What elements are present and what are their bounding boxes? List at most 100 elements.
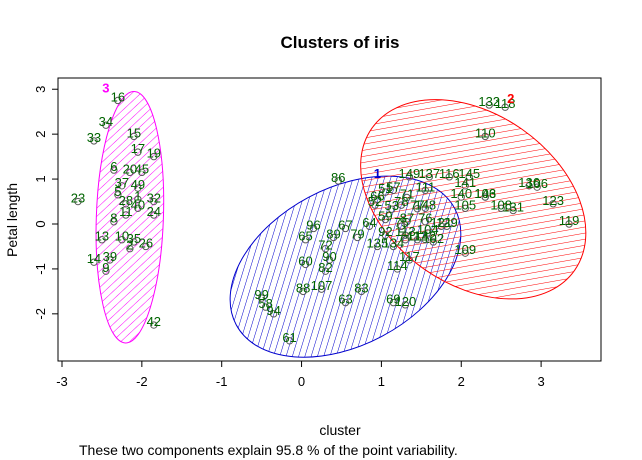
point-label: 1: [134, 188, 141, 203]
point-marker: [106, 256, 114, 264]
point-label: 20: [123, 161, 137, 176]
point-marker: [481, 193, 489, 201]
point-marker: [98, 236, 106, 244]
x-tick-label: -1: [216, 374, 228, 389]
point-marker: [389, 186, 398, 195]
point-label: 13: [95, 229, 109, 244]
point-label: 78: [394, 194, 408, 209]
point-label: 83: [354, 280, 368, 295]
point-label: 14: [87, 251, 101, 266]
point-marker: [485, 101, 493, 109]
point-marker: [126, 244, 134, 253]
point-marker: [429, 238, 438, 246]
point-marker: [150, 152, 158, 161]
point-label: 132: [478, 94, 500, 109]
point-marker: [134, 195, 142, 203]
point-label: 60: [298, 253, 312, 268]
point-label: 110: [475, 125, 496, 140]
point-label: 63: [338, 292, 352, 307]
point-label: 32: [147, 191, 161, 206]
point-marker: [357, 287, 366, 296]
point-marker: [525, 182, 533, 190]
point-label: 15: [127, 125, 141, 140]
point-marker: [130, 132, 138, 141]
point-marker: [321, 267, 330, 275]
point-label: 92: [378, 224, 392, 239]
point-marker: [413, 205, 422, 213]
point-marker: [413, 236, 422, 244]
point-label: 106: [526, 176, 548, 191]
point-marker: [334, 177, 342, 185]
point-label: 113: [395, 224, 416, 239]
point-label: 2: [126, 238, 133, 253]
point-marker: [122, 211, 130, 219]
point-marker: [461, 204, 469, 212]
point-marker: [126, 168, 134, 177]
point-label: 45: [135, 161, 149, 176]
point-marker: [150, 197, 158, 206]
variability-caption: These two components explain 95.8 % of t…: [79, 442, 458, 458]
point-marker: [403, 193, 411, 202]
y-tick-label: -2: [33, 308, 48, 320]
point-label: 69: [386, 292, 400, 307]
y-tick-label: -1: [33, 263, 48, 275]
point-label: 88: [296, 280, 310, 295]
point-marker: [134, 148, 142, 156]
point-marker: [134, 184, 142, 192]
cluster-3-label: 3: [102, 80, 109, 95]
point-marker: [421, 204, 430, 212]
point-marker: [549, 200, 557, 208]
point-label: 23: [71, 191, 85, 206]
point-label: 121: [430, 215, 452, 230]
point-marker: [565, 220, 573, 228]
point-label: 10: [115, 229, 129, 244]
point-label: 120: [395, 294, 417, 309]
point-marker: [397, 201, 406, 209]
point-marker: [114, 191, 122, 199]
point-marker: [389, 242, 398, 251]
point-label: 6: [110, 159, 117, 174]
point-label: 89: [326, 226, 340, 241]
x-axis-label: cluster: [319, 422, 361, 438]
point-marker: [373, 242, 382, 251]
chart-title: Clusters of iris: [280, 33, 399, 52]
point-marker: [90, 258, 98, 266]
point-label: 24: [147, 204, 161, 219]
cluster-2-label: 2: [507, 91, 514, 106]
point-label: 76: [418, 211, 432, 226]
point-marker: [401, 231, 410, 239]
x-tick-label: 1: [378, 374, 385, 389]
point-label: 58: [258, 296, 272, 311]
cluster-3-ellipse: [95, 91, 165, 344]
point-label: 118: [495, 96, 516, 111]
x-tick-label: -2: [136, 374, 148, 389]
point-label: 90: [322, 249, 336, 264]
point-marker: [110, 166, 118, 174]
point-marker: [381, 188, 390, 196]
point-label: 104: [417, 222, 439, 237]
point-label: 99: [254, 287, 268, 302]
point-label: 131: [502, 200, 524, 215]
point-marker: [481, 132, 489, 141]
point-marker: [138, 168, 146, 177]
point-label: 61: [282, 330, 296, 345]
y-tick-label: 0: [33, 220, 48, 227]
point-marker: [329, 233, 338, 242]
point-label: 9: [102, 260, 109, 275]
point-label: 94: [266, 303, 280, 318]
cluster-2-ellipse: [360, 99, 587, 300]
point-marker: [299, 287, 307, 296]
point-marker: [150, 211, 158, 219]
point-label: 145: [458, 166, 480, 181]
point-label: 28: [119, 193, 133, 208]
y-tick-label: 2: [33, 131, 48, 138]
point-marker: [461, 249, 469, 257]
point-marker: [261, 303, 270, 311]
point-marker: [445, 173, 453, 181]
point-label: 11: [119, 204, 133, 219]
point-marker: [114, 96, 122, 105]
point-label: 148: [414, 197, 436, 212]
point-marker: [501, 103, 509, 111]
point-label: 17: [131, 141, 145, 156]
y-tick-label: 3: [33, 86, 48, 93]
